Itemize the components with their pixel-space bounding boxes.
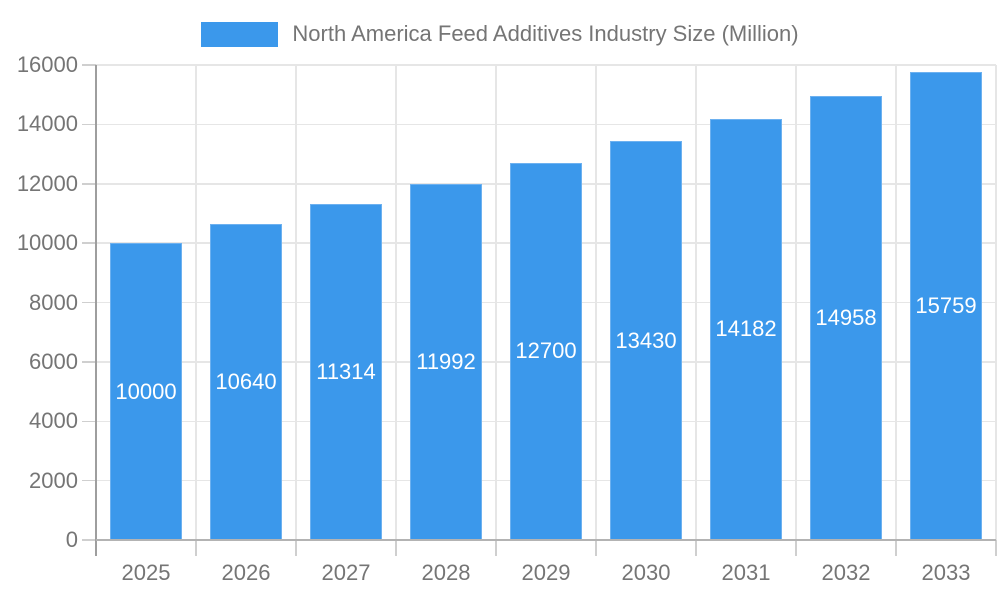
v-gridline [595, 65, 597, 540]
y-axis-tick [82, 123, 96, 126]
y-axis-tick [82, 479, 96, 482]
y-tick-label: 14000 [16, 111, 78, 137]
bar-value-label: 14182 [715, 316, 777, 342]
y-axis-tick [82, 242, 96, 244]
h-gridline [96, 64, 996, 66]
bar-value-label: 13430 [615, 327, 677, 353]
y-axis-tick [82, 64, 96, 66]
y-axis-tick [82, 183, 96, 185]
x-tick-label: 2028 [421, 560, 471, 585]
v-gridline [995, 65, 997, 540]
bar-2030[interactable] [610, 141, 682, 540]
v-gridline [895, 65, 897, 540]
y-axis-tick [82, 361, 96, 363]
bar-2026[interactable] [210, 224, 282, 540]
y-tick-label: 2000 [29, 467, 78, 493]
x-tick-label: 2032 [821, 560, 871, 585]
x-axis-tick [295, 540, 297, 556]
bar-value-label: 14958 [815, 304, 877, 330]
v-gridline [295, 65, 297, 540]
x-tick-label: 2027 [321, 560, 371, 585]
x-tick-label: 2030 [621, 560, 671, 585]
x-tick-label: 2025 [121, 560, 171, 585]
bar-2028[interactable] [410, 183, 482, 540]
x-axis-line [96, 539, 996, 541]
bar-2033[interactable] [910, 72, 982, 540]
legend-swatch [201, 21, 279, 47]
bar-value-label: 10640 [215, 369, 277, 395]
y-tick-label: 16000 [16, 52, 78, 77]
x-tick-label: 2026 [221, 560, 271, 585]
y-axis-tick [82, 301, 96, 304]
bar-value-label: 15759 [915, 293, 977, 319]
y-tick-label: 6000 [29, 348, 78, 374]
bar-value-label: 11992 [416, 348, 476, 374]
x-axis-tick [995, 540, 997, 556]
x-axis-tick [395, 540, 397, 556]
y-tick-label: 12000 [16, 170, 78, 196]
x-axis-tick [195, 540, 197, 556]
v-gridline [195, 65, 197, 540]
y-tick-label: 4000 [29, 408, 78, 434]
bar-2027[interactable] [310, 204, 382, 540]
bar-value-label: 12700 [515, 338, 577, 364]
x-axis-tick [495, 540, 497, 556]
legend-label: North America Feed Additives Industry Si… [292, 21, 799, 46]
x-tick-label: 2031 [721, 560, 771, 585]
y-axis-tick [82, 539, 96, 541]
x-axis-tick [695, 540, 697, 556]
v-gridline [495, 65, 497, 540]
legend-item[interactable]: North America Feed Additives Industry Si… [0, 18, 1000, 50]
bar-2029[interactable] [510, 162, 582, 540]
y-axis-tick [82, 420, 96, 422]
bar-2025[interactable] [110, 243, 182, 540]
bar-value-label: 10000 [115, 378, 177, 404]
x-tick-label: 2033 [921, 560, 971, 585]
y-axis-line [95, 65, 97, 556]
v-gridline [695, 65, 697, 540]
x-axis-tick [795, 540, 797, 556]
y-tick-label: 10000 [16, 230, 78, 256]
bar-value-label: 11314 [316, 359, 376, 385]
bar-2032[interactable] [810, 95, 882, 540]
y-tick-label: 8000 [29, 289, 78, 315]
x-axis-tick [895, 540, 897, 556]
x-tick-label: 2029 [521, 560, 571, 585]
v-gridline [395, 65, 397, 540]
bar-2031[interactable] [710, 118, 782, 540]
v-gridline [795, 65, 797, 540]
x-axis-tick [595, 540, 597, 556]
h-gridline [96, 123, 996, 126]
y-tick-label: 0 [65, 527, 78, 552]
